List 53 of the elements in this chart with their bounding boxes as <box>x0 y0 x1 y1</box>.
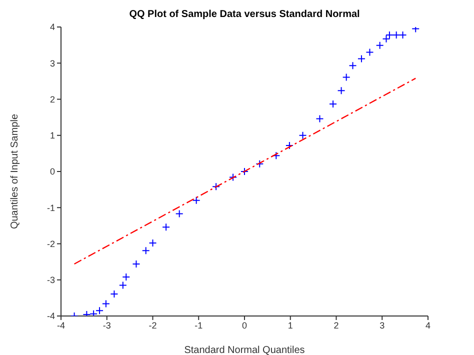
y-tick-label: -2 <box>46 238 55 249</box>
point <box>162 223 170 232</box>
point <box>329 100 338 108</box>
point <box>298 131 307 140</box>
y-tick-label: 3 <box>50 58 55 68</box>
point <box>142 246 150 255</box>
point <box>132 260 140 268</box>
chart-title: QQ Plot of Sample Data versus Standard Normal <box>128 9 361 20</box>
x-tick-label: 0 <box>242 320 248 330</box>
x-tick-label: -2 <box>148 320 157 330</box>
point <box>212 182 220 191</box>
point <box>412 27 420 33</box>
point <box>337 86 346 95</box>
y-tick-label: -1 <box>46 202 55 213</box>
y-tick-label: 0 <box>50 166 55 177</box>
y-axis-title: Quantiles of Input Sample <box>10 114 21 230</box>
point <box>272 152 280 160</box>
point <box>385 30 394 39</box>
point <box>376 41 384 50</box>
point <box>285 141 294 150</box>
point <box>229 173 238 182</box>
point <box>240 168 248 176</box>
point <box>256 160 264 168</box>
point <box>348 62 357 70</box>
x-tick-label: -1 <box>194 320 203 330</box>
point <box>110 290 118 298</box>
point <box>122 272 130 281</box>
x-tick-label: 4 <box>425 320 431 330</box>
point <box>398 30 407 39</box>
point <box>342 73 350 82</box>
y-tick-label: -3 <box>46 275 55 286</box>
point <box>392 30 400 39</box>
point <box>148 239 157 248</box>
x-tick-label: 1 <box>288 320 293 330</box>
x-tick-label: -3 <box>102 320 111 330</box>
x-axis-title: Standard Normal Quantiles <box>184 345 305 355</box>
point <box>90 310 98 316</box>
y-tick-label: -4 <box>46 311 55 322</box>
y-tick-label: 4 <box>50 22 55 32</box>
point <box>192 196 200 204</box>
y-tick-label: 1 <box>50 130 55 141</box>
point <box>96 306 104 315</box>
point <box>102 300 110 308</box>
point <box>382 34 390 43</box>
point <box>357 54 366 63</box>
x-tick-label: -4 <box>56 320 66 330</box>
point <box>366 48 374 56</box>
x-tick-label: 2 <box>334 320 339 330</box>
point <box>118 281 127 290</box>
point <box>175 210 184 218</box>
y-tick-label: 2 <box>50 94 55 104</box>
point <box>316 114 324 123</box>
x-tick-label: 3 <box>380 320 385 330</box>
